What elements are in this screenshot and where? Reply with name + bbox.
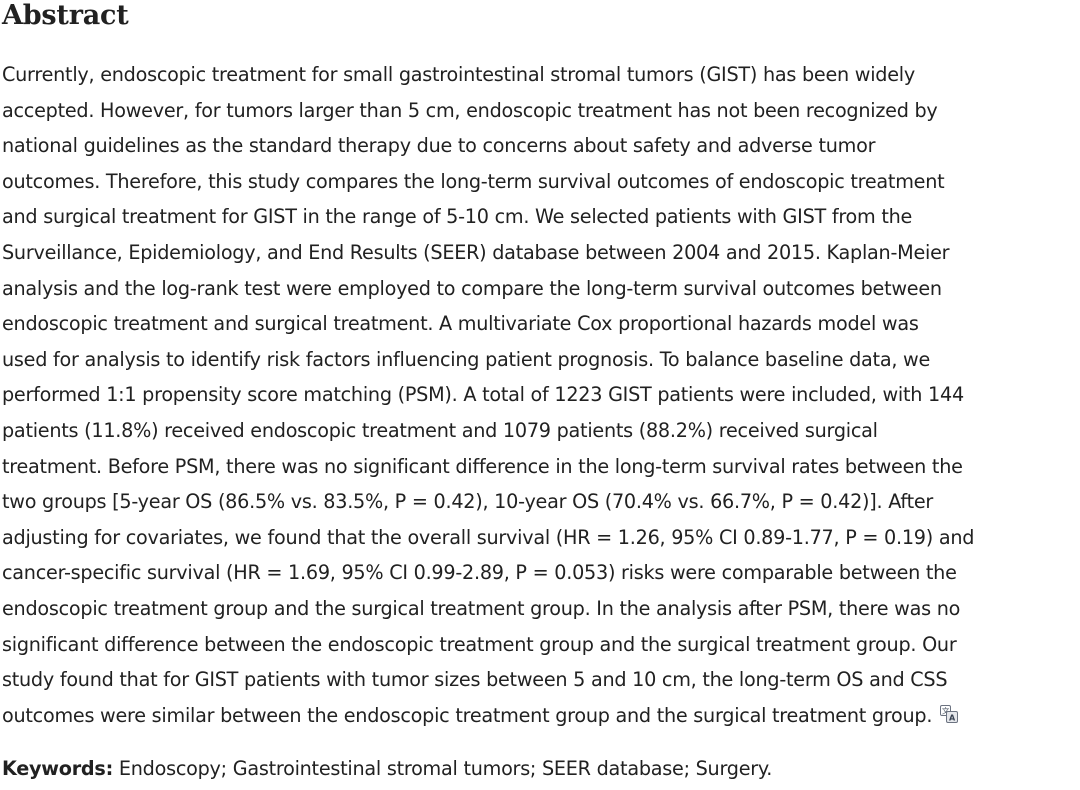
svg-text:文: 文 bbox=[942, 705, 950, 715]
abstract-line: study found that for GIST patients with … bbox=[2, 668, 948, 692]
abstract-line: treatment. Before PSM, there was no sign… bbox=[2, 454, 963, 478]
abstract-line: Currently, endoscopic treatment for smal… bbox=[2, 63, 915, 86]
abstract-line: endoscopic treatment and surgical treatm… bbox=[2, 312, 919, 336]
abstract-line-text: outcomes were similar between the endosc… bbox=[2, 703, 933, 727]
svg-text:A: A bbox=[949, 713, 956, 722]
abstract-line: significant difference between the endos… bbox=[2, 632, 957, 656]
abstract-line: two groups [5-year OS (86.5% vs. 83.5%, … bbox=[2, 490, 934, 514]
abstract-line: Surveillance, Epidemiology, and End Resu… bbox=[2, 240, 950, 264]
keywords-value: Endoscopy; Gastrointestinal stromal tumo… bbox=[118, 757, 773, 780]
abstract-line: and surgical treatment for GIST in the r… bbox=[2, 205, 913, 229]
abstract-line: accepted. However, for tumors larger tha… bbox=[2, 98, 938, 122]
abstract-line: outcomes. Therefore, this study compares… bbox=[2, 169, 945, 193]
abstract-heading: Abstract bbox=[2, 0, 129, 31]
abstract-line: endoscopic treatment group and the surgi… bbox=[2, 596, 961, 620]
abstract-line-last: outcomes were similar between the endosc… bbox=[2, 698, 1076, 734]
keywords-label: Keywords: bbox=[2, 757, 114, 780]
abstract-line: adjusting for covariates, we found that … bbox=[2, 525, 975, 549]
abstract-line: analysis and the log-rank test were empl… bbox=[2, 276, 942, 300]
abstract-line: performed 1:1 propensity score matching … bbox=[2, 383, 964, 407]
keywords: Keywords: Endoscopy; Gastrointestinal st… bbox=[2, 751, 772, 786]
abstract-line: national guidelines as the standard ther… bbox=[2, 134, 876, 158]
abstract-line: cancer-specific survival (HR = 1.69, 95%… bbox=[2, 561, 957, 585]
abstract-line: used for analysis to identify risk facto… bbox=[2, 347, 931, 371]
abstract-text: Currently, endoscopic treatment for smal… bbox=[2, 57, 1076, 733]
abstract-line: patients (11.8%) received endoscopic tre… bbox=[2, 418, 878, 442]
